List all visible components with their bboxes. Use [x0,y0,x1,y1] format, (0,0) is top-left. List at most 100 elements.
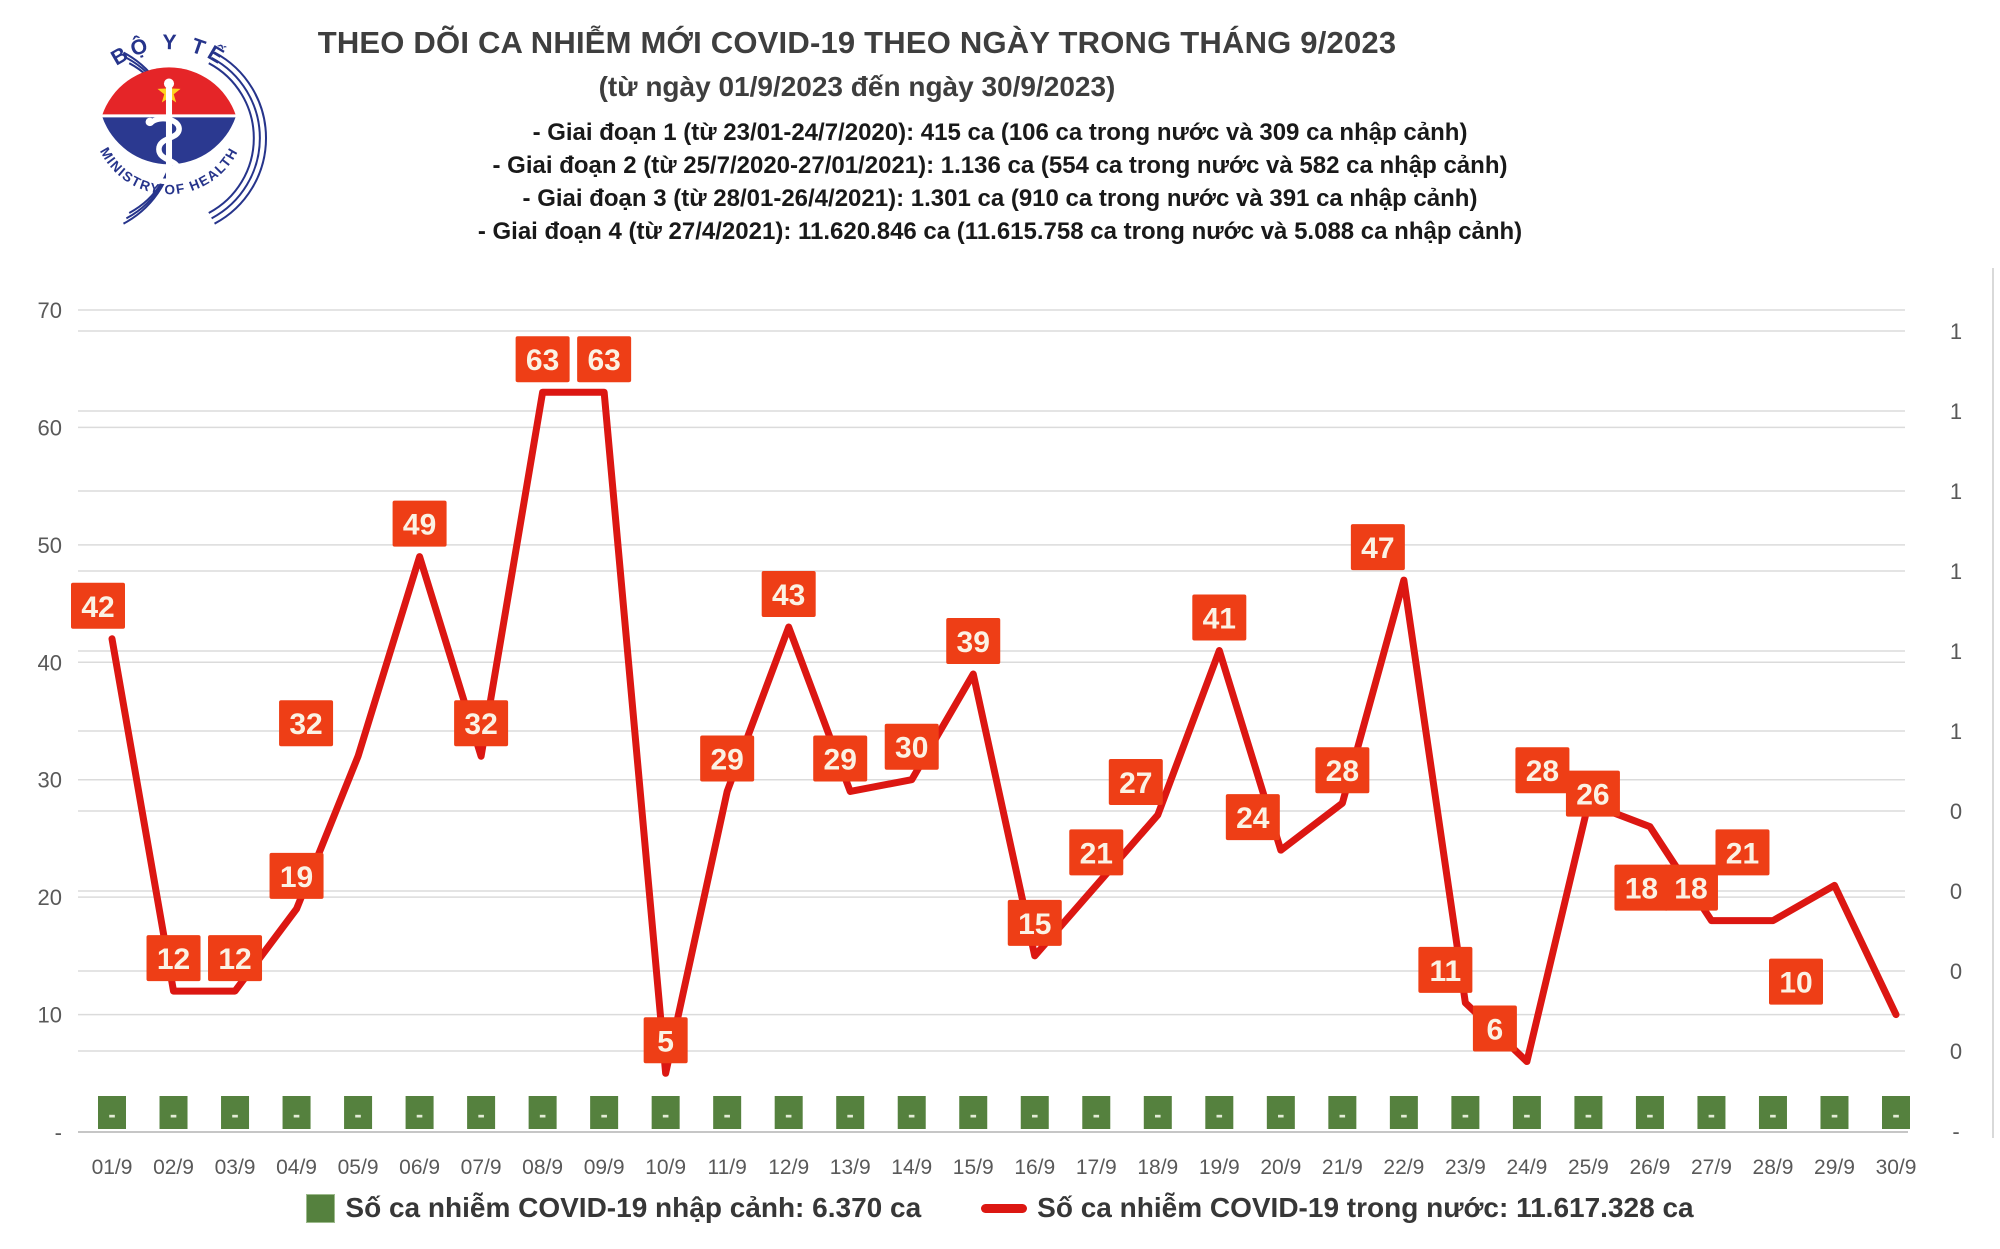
x-axis-date-label: 11/9 [708,1156,747,1179]
data-label-box [1565,770,1620,817]
data-label-box [1418,946,1473,993]
import-cases-bar [1205,1096,1234,1129]
import-cases-bar [1882,1096,1910,1129]
data-label-value: 28 [1526,755,1559,788]
page-subtitle: (từ ngày 01/9/2023 đến ngày 30/9/2023) [598,71,1116,102]
data-label-value: 42 [81,591,114,624]
data-label-value: 11 [1430,955,1462,988]
data-label-value: 32 [464,708,497,741]
x-axis-date-label: 15/9 [953,1156,994,1179]
import-cases-bar [1082,1096,1111,1129]
bar-value-label: - [1093,1102,1100,1127]
x-axis-date-label: 06/9 [399,1156,440,1179]
bar-value-label: - [170,1102,177,1127]
import-cases-bar [836,1096,865,1129]
y-axis-label-left: 20 [38,885,62,910]
phase-notes: - Giai đoạn 1 (từ 23/01-24/7/2020): 415 … [70,116,1930,248]
x-axis-date-label: 14/9 [891,1156,932,1179]
data-label-box [1225,794,1280,841]
data-label-value: 27 [1119,767,1152,800]
bar-value-label: - [970,1102,977,1127]
import-cases-bar [1697,1096,1726,1129]
import-cases-bar [590,1096,619,1129]
import-cases-bar [1020,1096,1049,1129]
bar-value-label: - [1769,1102,1776,1127]
phase-1-note: - Giai đoạn 1 (từ 23/01-24/7/2020): 415 … [532,119,1468,146]
bar-value-label: - [1400,1102,1407,1127]
bar-value-label: - [231,1102,238,1127]
data-label-box [1614,864,1669,911]
data-label-box [1350,524,1405,571]
import-cases-bar [1574,1096,1603,1129]
bar-value-label: - [477,1102,484,1127]
data-label-value: 49 [403,509,436,542]
y-axis-label-left: 30 [38,768,62,793]
data-label-value: 15 [1018,908,1051,941]
x-axis-date-label: 22/9 [1383,1156,1424,1179]
import-cases-bar [528,1096,557,1129]
legend-item-domestic: Số ca nhiễm COVID-19 trong nước: 11.617.… [981,1192,1694,1224]
import-cases-bar [344,1096,373,1129]
data-label-box [1192,594,1247,641]
data-label-box [1715,829,1770,876]
y-axis-label-left: 60 [38,415,62,440]
data-label-box [146,935,201,982]
bar-value-label: - [354,1102,361,1127]
data-label-box [71,582,125,629]
data-label-box [700,735,755,782]
data-label-box [1069,829,1124,876]
red-line-swatch-icon [981,1203,1028,1213]
bar-value-label: - [600,1102,607,1127]
import-cases-bar [98,1096,126,1129]
y-axis-label-left: 70 [38,298,62,323]
import-cases-bar [713,1096,742,1129]
x-axis-date-label: 24/9 [1506,1156,1547,1179]
x-axis-date-label: 30/9 [1876,1156,1917,1179]
bar-value-label: - [908,1102,915,1127]
x-axis-date-label: 10/9 [645,1156,686,1179]
import-cases-bar [1451,1096,1480,1129]
bar-value-label: - [293,1102,300,1127]
data-label-value: 10 [1779,967,1812,1000]
bar-value-label: - [1277,1102,1284,1127]
import-cases-bar [774,1096,803,1129]
import-cases-bar [159,1096,188,1129]
x-axis-date-label: 26/9 [1629,1156,1670,1179]
x-axis-date-label: 09/9 [584,1156,625,1179]
data-label-box [643,1017,688,1064]
bar-value-label: - [416,1102,423,1127]
data-label-value: 39 [957,626,990,659]
bar-value-label: - [1708,1102,1715,1127]
data-label-box [1769,958,1823,1005]
x-axis-date-label: 20/9 [1260,1156,1301,1179]
bar-value-label: - [1462,1102,1469,1127]
y-axis-label-right: 1 [1950,719,1962,744]
legend-label-domestic: Số ca nhiễm COVID-19 trong nước: 11.617.… [1037,1192,1694,1223]
ministry-of-health-logo: BỘ Y TẾ MINISTRY OF HEALTH [97,31,268,225]
x-axis-date-label: 12/9 [768,1156,809,1179]
import-cases-bar [1143,1096,1172,1129]
data-label-box [1472,1005,1517,1052]
bar-value-label: - [1523,1102,1530,1127]
data-label-value: 41 [1203,603,1236,636]
y-axis-label-right: 0 [1950,959,1962,984]
data-label-value: 29 [824,743,857,776]
import-cases-bar [282,1096,311,1129]
import-cases-bar [1512,1096,1541,1129]
bar-value-label: - [662,1102,669,1127]
data-label-value: 26 [1576,779,1609,812]
data-label-box [454,700,509,747]
green-square-swatch-icon [306,1193,336,1223]
y-axis-label-right: 1 [1950,639,1962,664]
bar-value-label: - [108,1102,115,1127]
data-label-value: 19 [280,861,313,894]
bar-value-label: - [724,1102,731,1127]
data-label-value: 30 [895,732,928,765]
import-cases-bar [1266,1096,1295,1129]
data-label-value: 63 [587,344,620,377]
data-label-value: 18 [1625,873,1658,906]
x-axis-date-label: 27/9 [1691,1156,1732,1179]
import-cases-bar [405,1096,434,1129]
x-axis-date-label: 18/9 [1137,1156,1178,1179]
